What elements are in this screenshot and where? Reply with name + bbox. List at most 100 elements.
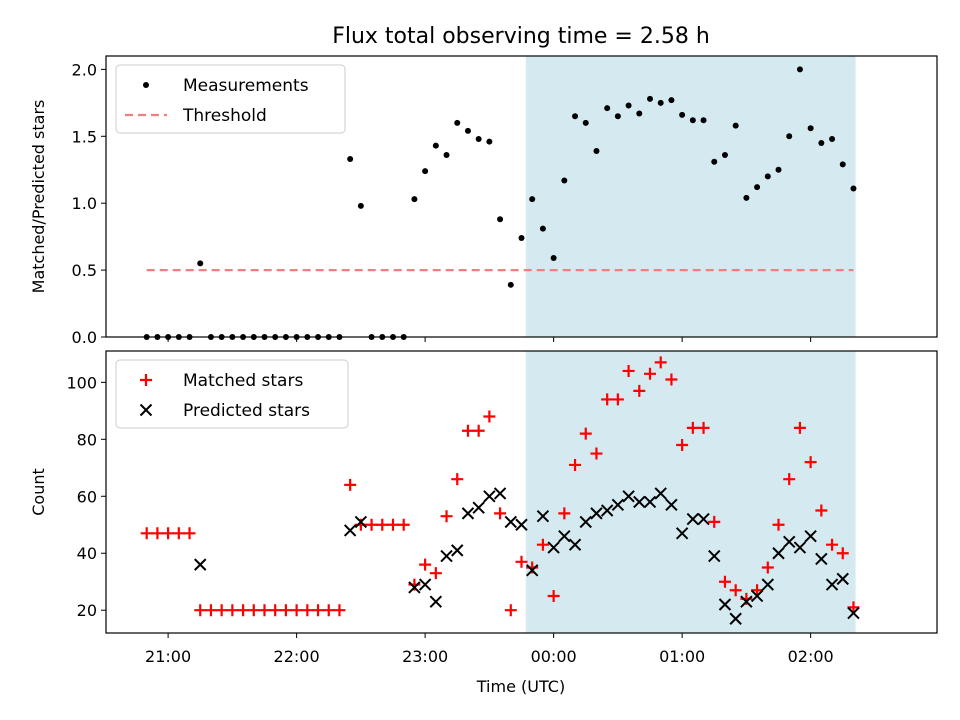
matched-point [654,356,667,369]
legend-x-marker [139,403,153,417]
series-predicted-stars [194,487,860,625]
predicted-point [547,541,560,554]
matched-point [376,518,389,531]
matched-point [536,538,549,551]
measurement-point [829,135,836,142]
matched-point [826,538,839,551]
measurement-point [754,184,761,191]
y-tick-label: 80 [77,430,97,449]
legend-label: Matched stars [183,371,303,391]
measurement-point [743,194,750,201]
measurement-point [850,185,857,192]
matched-point [204,604,217,617]
x-tick-label: 02:00 [788,647,834,666]
measurement-point [796,66,803,73]
matched-point [751,584,764,597]
matched-point [258,604,271,617]
measurement-point [197,260,204,267]
matched-point [183,527,196,540]
x-tick-label: 00:00 [531,647,577,666]
matched-point [847,601,860,614]
measurement-point [357,202,364,209]
measurement-point [561,177,568,184]
measurement-point [593,148,600,155]
measurement-point [732,122,739,129]
predicted-point [483,490,496,503]
measurement-point [786,133,793,140]
predicted-point [804,529,817,543]
matched-point [461,424,474,437]
measurement-point [818,139,825,146]
matched-point [365,518,378,531]
matched-point [344,478,357,491]
measurement-point [636,110,643,117]
predicted-point [686,512,700,526]
axes-frame [105,55,938,338]
matched-point [215,604,228,617]
y-tick-label: 40 [77,544,97,563]
measurement-point [775,166,782,173]
measurement-point [668,97,675,104]
measurement-point [497,216,504,223]
y-tick-label: 60 [77,487,97,506]
predicted-point [772,547,785,560]
measurement-point [454,119,461,126]
y-axis-label: Count [29,468,48,516]
legend-label: Predicted stars [183,401,310,421]
axes-frame [105,350,938,634]
measurement-point [679,111,686,118]
predicted-point [847,606,860,620]
matched-point [676,439,689,451]
measurement-point [582,119,589,126]
measurement-point [711,158,718,165]
matched-point [494,507,507,520]
matched-point [194,604,207,617]
x-tick-label: 01:00 [659,647,705,666]
matched-point [397,518,410,531]
matched-point [172,527,185,540]
legend: Measurements Threshold [115,64,346,134]
predicted-point [408,581,421,594]
legend-box [115,64,346,134]
matched-point [515,555,528,568]
predicted-point [429,595,443,608]
predicted-point [729,612,742,625]
y-tick-label: 0.5 [72,261,97,280]
predicted-point [579,515,592,529]
matched-point [301,604,314,617]
matched-point [783,473,796,486]
matched-point [644,367,657,380]
matched-point [226,604,239,617]
measurement-point [486,138,493,145]
matched-point [622,364,635,377]
predicted-point [526,564,539,577]
y-tick-label: 1.0 [72,194,97,213]
legend-box [115,359,349,429]
matched-point [708,515,721,528]
predicted-point [783,535,796,549]
predicted-point [461,507,475,520]
matched-point [569,458,582,471]
measurement-point [529,196,536,203]
matched-point [290,604,303,617]
y-tick-label: 100 [66,373,97,392]
predicted-point [761,578,775,591]
count-panel: 20 40 60 80 100 21:00 22:00 23:00 00:00 01:00 02:0… [29,350,938,666]
matched-point [140,527,153,540]
measurement-point [700,117,707,124]
y-tick-label: 1.5 [72,127,97,146]
matched-point [815,504,828,517]
matched-point [729,584,742,597]
predicted-point [750,589,764,603]
matched-point [804,456,817,469]
legend: Matched stars Predicted stars [115,359,349,429]
predicted-point [194,558,207,571]
legend-dot-marker [143,82,149,88]
matched-point [247,604,260,617]
predicted-point [815,552,828,566]
predicted-point [622,490,635,503]
measurement-point [550,255,557,262]
matched-point [269,604,282,617]
predicted-point [665,498,678,512]
